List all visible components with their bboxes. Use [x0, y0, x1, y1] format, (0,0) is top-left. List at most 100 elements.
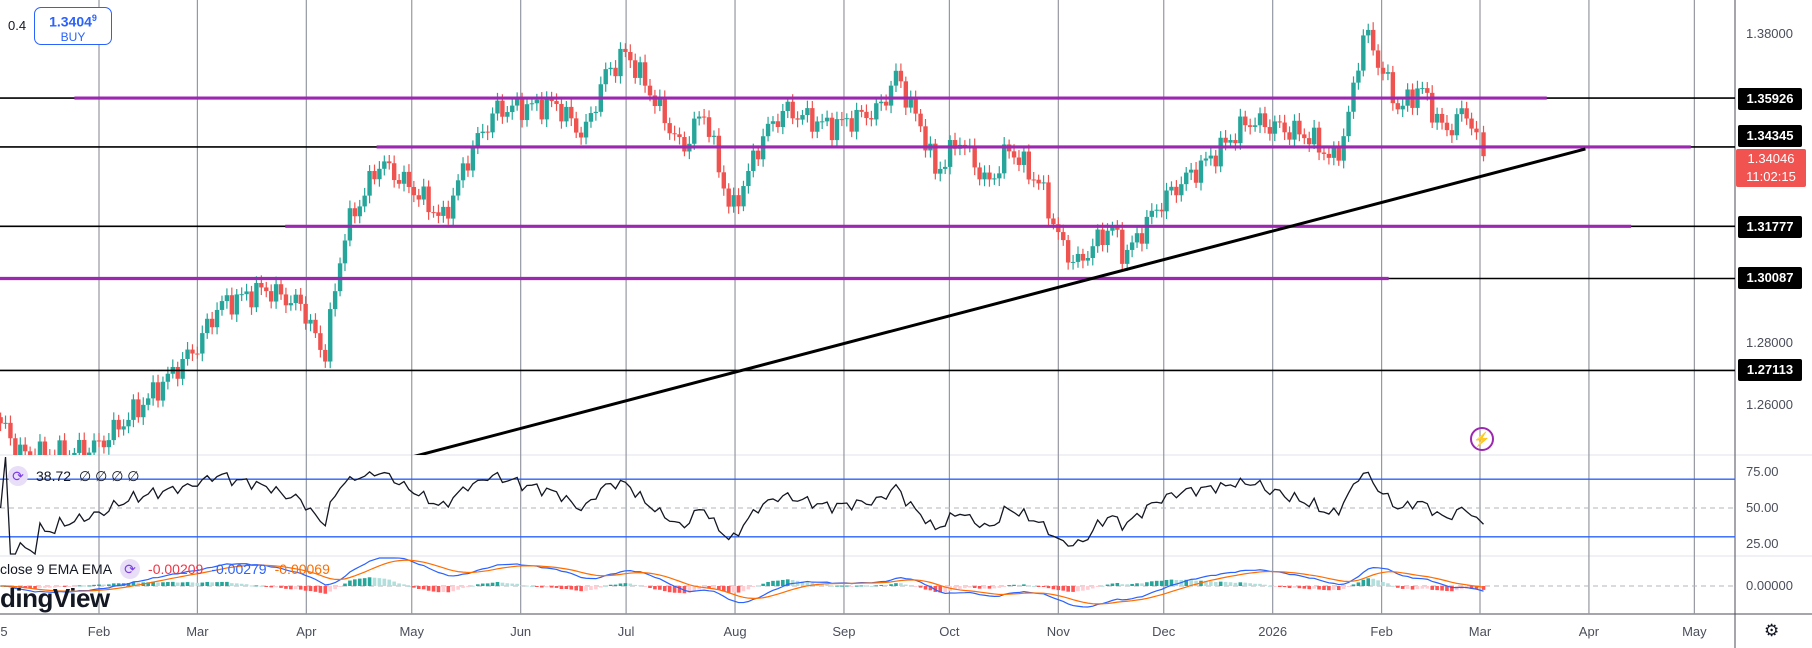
macd-histogram-bar: [471, 585, 475, 587]
refresh-cycle-icon[interactable]: ⟳: [120, 559, 141, 579]
macd-histogram-bar: [62, 586, 67, 587]
candle-body: [815, 121, 820, 132]
candle-body: [751, 150, 756, 172]
candle-body: [1469, 118, 1474, 129]
macd-histogram-bar: [638, 585, 642, 587]
candle-body: [145, 398, 151, 405]
candle-body: [1169, 186, 1174, 191]
macd-histogram-bar: [1145, 582, 1149, 586]
candle-body: [692, 118, 697, 144]
macd-histogram-bar: [633, 584, 638, 586]
candle-body: [264, 287, 269, 292]
macd-histogram-bar: [387, 579, 392, 586]
candle-body: [657, 97, 663, 107]
candle-body: [1434, 113, 1440, 123]
candle-body: [923, 126, 928, 151]
macd-histogram-bar: [136, 582, 141, 586]
candle-body: [446, 206, 451, 219]
candle-body: [1257, 113, 1263, 126]
macd-histogram-bar: [175, 582, 180, 586]
macd-histogram-bar: [1253, 583, 1257, 586]
candle-body: [121, 426, 126, 430]
macd-histogram-bar: [751, 586, 756, 587]
candle-body: [652, 95, 658, 107]
candle-body: [1247, 125, 1253, 127]
macd-histogram-bar: [1440, 586, 1444, 591]
macd-histogram-bar: [38, 586, 42, 588]
candle-body: [377, 168, 382, 180]
candle-body: [972, 145, 977, 168]
rsi-tick: 75.00: [1746, 464, 1779, 479]
candle-body: [175, 366, 180, 379]
candle-body: [780, 110, 786, 128]
macd-histogram-bar: [658, 586, 662, 590]
tradingview-watermark: dingView: [0, 583, 110, 613]
candle-body: [1090, 246, 1095, 258]
macd-histogram-bar: [412, 586, 416, 588]
buy-button[interactable]: 1.34049 BUY: [34, 7, 112, 45]
candle-body: [23, 444, 28, 452]
macd-histogram-bar: [992, 586, 997, 589]
macd-histogram-bar: [1100, 585, 1105, 587]
macd-histogram-bar: [785, 579, 790, 586]
candle-body: [677, 134, 682, 138]
candle-body: [1326, 153, 1332, 158]
macd-histogram-bar: [1302, 586, 1307, 589]
candle-body: [534, 99, 540, 104]
signal-value: -0.00279: [211, 561, 267, 577]
candle-body: [1174, 186, 1179, 196]
candle-body: [578, 132, 584, 138]
macd-histogram-bar: [1243, 582, 1248, 586]
macd-histogram-bar: [28, 586, 32, 589]
macd-histogram-bar: [161, 582, 165, 586]
macd-histogram-bar: [913, 586, 918, 587]
macd-histogram-bar: [741, 586, 746, 592]
macd-histogram-bar: [1400, 586, 1405, 589]
macd-histogram-bar: [1154, 580, 1159, 586]
candle-body: [1011, 151, 1017, 158]
candle-body: [1311, 127, 1317, 145]
candle-body: [455, 180, 461, 196]
candle-body: [1346, 111, 1351, 137]
candle-body: [593, 111, 599, 114]
candle-body: [869, 118, 874, 120]
macd-legend: close 9 EMA EMA ⟳ -0.00209 -0.00279 -0.0…: [0, 559, 330, 579]
candle-body: [273, 284, 279, 302]
lightning-icon[interactable]: ⚡: [1470, 427, 1494, 451]
macd-histogram-bar: [1248, 583, 1252, 586]
candle-body: [908, 97, 913, 108]
candle-body: [229, 295, 235, 315]
macd-histogram-bar: [1184, 579, 1189, 586]
macd-histogram-bar: [918, 586, 923, 588]
rsi-extra: ∅ ∅ ∅ ∅: [79, 467, 140, 484]
gear-icon[interactable]: ⚙: [1764, 621, 1780, 640]
macd-histogram-bar: [441, 586, 446, 592]
candle-body: [633, 60, 638, 78]
candle-body: [642, 62, 648, 86]
time-tick: Aug: [723, 624, 747, 639]
macd-histogram-bar: [279, 586, 283, 588]
macd-histogram-bar: [1036, 586, 1041, 587]
candle-body: [116, 419, 121, 430]
macd-histogram-bar: [466, 586, 470, 588]
candle-body: [205, 318, 210, 334]
candle-body: [1120, 229, 1125, 264]
candle-body: [706, 117, 712, 137]
macd-histogram-bar: [87, 585, 91, 587]
candle-body: [219, 301, 225, 310]
macd-histogram-bar: [608, 584, 613, 586]
candle-body: [86, 452, 92, 455]
macd-value: -0.00209: [148, 561, 204, 577]
macd-line: [0, 557, 1484, 608]
macd-histogram-bar: [1430, 586, 1435, 590]
macd-histogram-bar: [835, 585, 839, 587]
macd-histogram-bar: [33, 586, 37, 589]
macd-histogram-bar: [264, 586, 269, 587]
macd-histogram-bar: [1332, 586, 1336, 590]
macd-histogram-bar: [825, 584, 829, 586]
macd-histogram-bar: [1095, 586, 1100, 587]
refresh-cycle-icon[interactable]: ⟳: [8, 466, 28, 486]
macd-histogram-bar: [972, 586, 977, 588]
candle-body: [805, 108, 810, 116]
